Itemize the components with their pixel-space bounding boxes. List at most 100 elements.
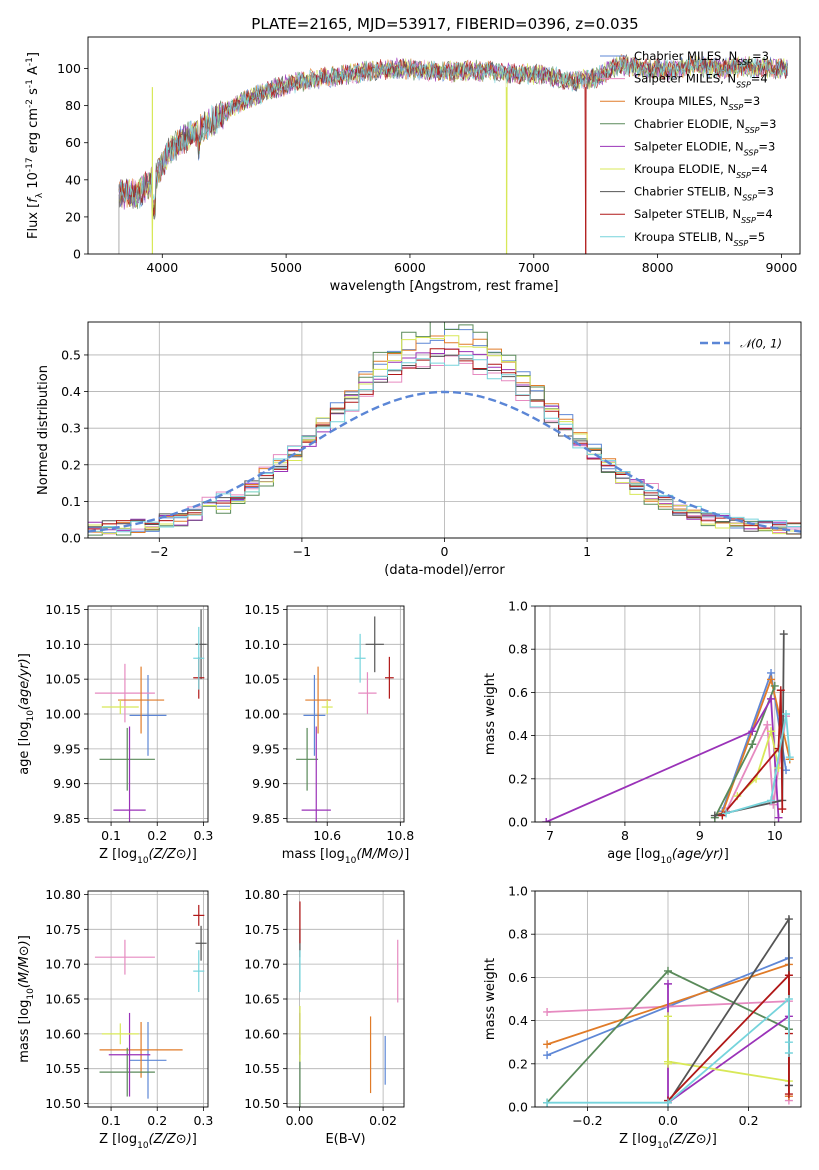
massweight-marker: [785, 753, 794, 762]
y-tick-label: 0.4: [508, 728, 528, 743]
label-part: =4: [751, 72, 768, 86]
y-axis-label: mass weight: [483, 958, 498, 1040]
label-part: -17: [25, 157, 35, 172]
massweight-line: [545, 695, 780, 822]
legend-label: Chabrier ELODIE, NSSP=3: [634, 117, 776, 135]
y-tick-label: 0.4: [508, 1013, 528, 1028]
label-part: log: [17, 1000, 32, 1020]
legend-label: 𝒩(0, 1): [740, 337, 782, 351]
axes-frame: [87, 890, 209, 1108]
label-part: (M/M⊙): [17, 940, 32, 988]
x-tick-label: 10: [767, 828, 783, 843]
x-axis-label: Z [log10(Z/Z⊙)]: [619, 1132, 717, 1151]
y-tick-label: 10.60: [244, 1026, 280, 1041]
label-part: SSP: [745, 125, 760, 134]
y-tick-label: 40: [65, 172, 81, 187]
x-axis-label: Z [log10(Z/Z⊙)]: [99, 847, 197, 866]
label-part: Flux [: [26, 203, 41, 239]
label-part: 10: [137, 856, 149, 866]
label-part: (age/yr): [17, 658, 32, 710]
y-tick-label: 9.90: [252, 776, 280, 791]
y-tick-label: 10.55: [244, 1061, 280, 1076]
y-tick-label: 0.6: [508, 685, 528, 700]
massweight-line: [667, 916, 790, 1104]
label-part: =4: [751, 162, 768, 176]
x-tick-label: 0.1: [101, 828, 121, 843]
massweight-marker: [784, 915, 793, 924]
y-tick-label: 0: [73, 247, 81, 262]
massweight-marker: [782, 710, 791, 718]
label-part: 10: [660, 856, 672, 866]
massweight-marker: [778, 805, 787, 814]
x-tick-label: 4000: [146, 260, 178, 275]
label-part: -1: [25, 57, 35, 66]
y-tick-label: 20: [65, 209, 81, 224]
x-tick-label: −2: [150, 544, 168, 559]
massweight-marker: [767, 796, 776, 805]
label-part: Salpeter STELIB, N: [634, 207, 741, 221]
x-tick-label: 6000: [394, 260, 426, 275]
y-tick-label: 10.60: [45, 1026, 81, 1041]
x-axis-label: mass [log10(M/M⊙)]: [282, 847, 410, 866]
y-axis-label: age [log10(age/yr)]: [17, 653, 36, 775]
y-tick-label: 10.10: [244, 637, 280, 652]
errorbar-point: [301, 726, 331, 822]
x-tick-label: 9: [696, 828, 704, 843]
plot-area: [94, 609, 207, 822]
errorbar-point: [365, 616, 384, 673]
y-tick-label: 0.0: [61, 531, 81, 546]
label-part: 10: [26, 988, 36, 1000]
massweight-marker: [664, 1057, 672, 1066]
label-part: age [: [607, 847, 640, 862]
label-part: Kroupa STELIB, N: [634, 230, 734, 244]
massweight-line: [721, 690, 784, 817]
massweight-marker: [767, 727, 776, 736]
errorbar-point: [99, 1047, 155, 1097]
errorbar-point: [384, 656, 394, 699]
label-part: (Z/Z⊙): [149, 847, 192, 862]
massweight-marker: [543, 1098, 552, 1107]
y-tick-label: 0.2: [508, 1056, 528, 1071]
label-part: Salpeter ELODIE, N: [634, 139, 744, 153]
legend-label: Kroupa MILES, NSSP=3: [634, 94, 760, 112]
massweight-line: [667, 1016, 790, 1082]
plot-area: [299, 901, 399, 1107]
massweight-marker: [664, 1012, 672, 1021]
y-tick-label: 80: [65, 98, 81, 113]
y-tick-label: 10.00: [244, 707, 280, 722]
label-part: SSP: [742, 193, 757, 202]
y-tick-label: 9.95: [252, 741, 280, 756]
label-part: ]: [724, 847, 729, 862]
label-part: λ: [35, 192, 45, 198]
label-part: ]: [26, 52, 41, 57]
y-tick-label: 10.50: [244, 1096, 280, 1111]
y-tick-label: 0.8: [508, 642, 528, 657]
label-part: Salpeter MILES, N: [634, 72, 736, 86]
massweight-marker: [774, 744, 783, 753]
errorbar-point: [354, 633, 366, 683]
y-tick-label: 0.3: [61, 421, 81, 436]
errorbar-point: [358, 672, 377, 714]
y-tick-label: 9.95: [53, 741, 81, 756]
y-tick-label: 10.50: [45, 1096, 81, 1111]
plot-area: [543, 915, 793, 1107]
label-part: log: [325, 847, 345, 862]
plot-area: [118, 53, 788, 254]
x-tick-label: 0.3: [193, 828, 213, 843]
y-tick-label: 0.8: [508, 927, 528, 942]
ticks: 4000 5000 6000 7000 8000 9000 0 20 40 60 80 100: [57, 61, 797, 275]
y-tick-label: 1.0: [508, 884, 528, 899]
x-tick-label: 1: [583, 544, 591, 559]
massweight-marker: [543, 1007, 552, 1016]
axes-frame: [534, 890, 802, 1108]
ticks: 0.00 0.02 10.50 10.55 10.60 10.65 10.70 10.75 10…: [244, 887, 397, 1128]
grid-lines: [535, 605, 801, 823]
x-tick-label: 0.0: [658, 1113, 678, 1128]
label-part: ]: [17, 653, 32, 658]
residual-histogram-axes: −2 −1 0 1 2 0.0 0.1 0.2 0.3 0.4 0.5 (data-model)/er…: [36, 321, 802, 578]
plot-area: [296, 616, 394, 822]
massweight-vs-metallicity-axes: −0.2 0.0 0.2 0.0 0.2 0.4 0.6 0.8 1.0 Z [log10(Z/Z…: [483, 884, 802, 1151]
label-part: s: [26, 88, 41, 99]
